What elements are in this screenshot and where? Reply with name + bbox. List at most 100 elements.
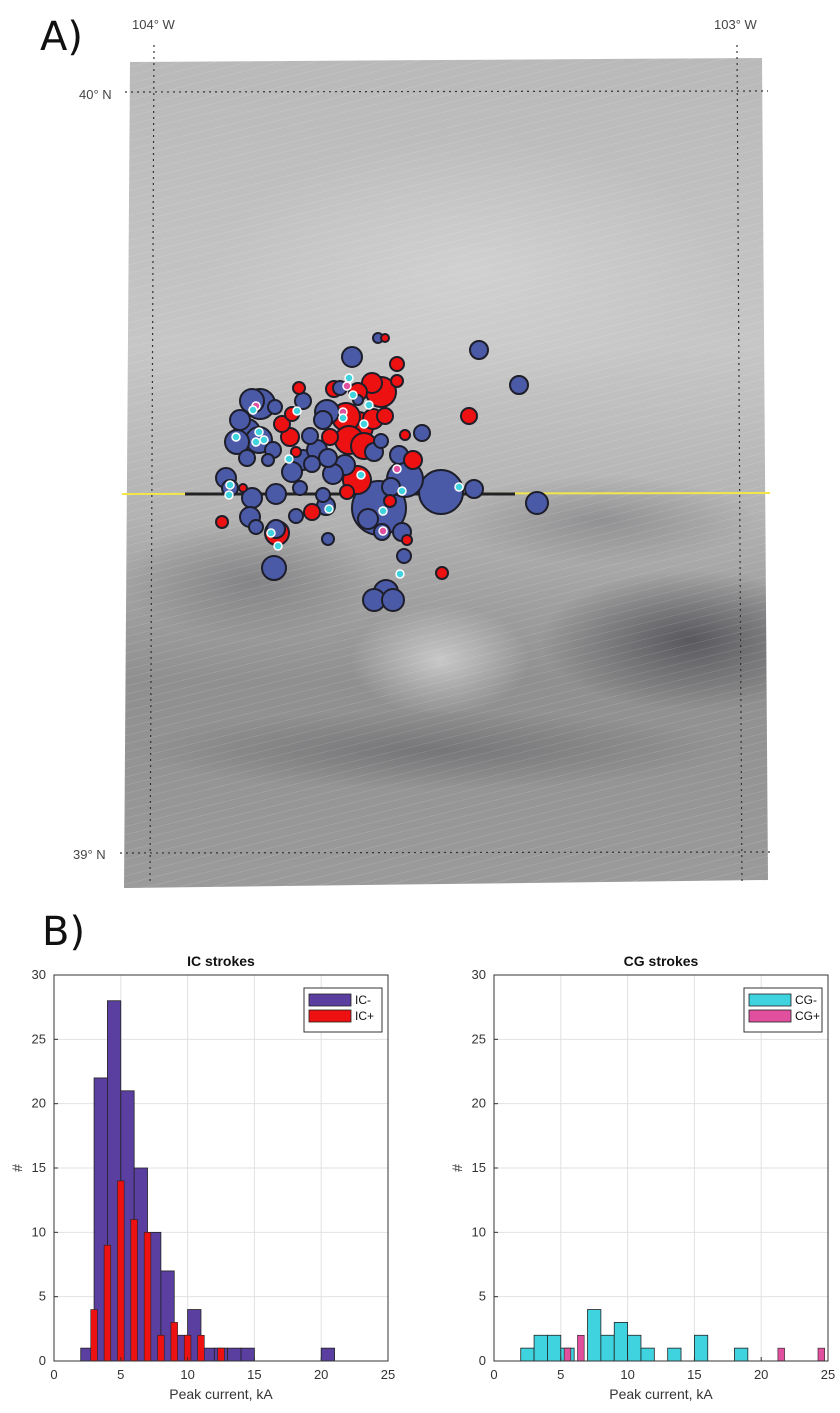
legend-label: IC+ [355,1009,374,1023]
ic-negative-stroke [261,555,287,581]
cg-negative-stroke [338,413,348,423]
ic-negative-stroke [281,461,303,483]
cg-negative-stroke [248,405,258,415]
ic-positive-stroke [399,429,411,441]
cg-negative-stroke [266,528,276,538]
ic-positive-stroke [435,566,449,580]
ic-positive-stroke [292,381,306,395]
cg-neg-bar [694,1334,709,1362]
ic-neg-bar [227,1347,242,1362]
lon-label-103w: 103° W [714,17,758,32]
cg-negative-stroke [231,432,241,442]
cg-positive-stroke [378,526,388,536]
ic-negative-stroke [248,519,264,535]
cg-negative-stroke [251,437,261,447]
ic-negative-stroke [396,548,412,564]
y-tick-label: 20 [32,1096,46,1111]
y-axis-label: # [449,1164,465,1172]
y-tick-label: 25 [472,1031,486,1046]
graticule [119,44,773,886]
cg-negative-stroke [259,435,269,445]
lat-label-40n: 40° N [79,87,112,102]
cg-negative-stroke [225,480,235,490]
ic-pos-bar [217,1347,225,1362]
chart-title: CG strokes [624,953,699,969]
y-axis-label: # [9,1164,25,1172]
x-tick-label: 15 [687,1367,701,1382]
ic-positive-stroke [321,428,339,446]
ic-negative-stroke [373,433,389,449]
ic-pos-bar [90,1309,98,1362]
ic-negative-stroke [418,469,464,515]
x-tick-label: 0 [490,1367,497,1382]
cg-negative-stroke [395,569,405,579]
cg-positive-stroke [392,464,402,474]
ic-histogram: 0 5 10 15 20 25 0 5 10 15 20 25 30 IC strokes Peak cur… [9,953,395,1402]
ic-negative-stroke [341,346,363,368]
ic-negative-stroke [357,508,379,530]
cg-negative-stroke [254,427,264,437]
ic-negative-stroke [261,453,275,467]
ic-negative-stroke [265,483,287,505]
ic-pos-bar [157,1334,165,1362]
ic-positive-stroke [238,483,248,493]
y-tick-label: 10 [32,1224,46,1239]
cg-neg-bar [640,1347,655,1362]
ic-pos-bar [170,1322,178,1362]
cg-pos-bar [817,1347,825,1362]
cg-pos-bar [777,1347,785,1362]
cg-neg-bar [587,1309,602,1362]
x-axis-label: Peak current, kA [609,1386,713,1402]
lightning-strokes [215,332,549,612]
ic-negative-stroke [267,399,283,415]
cg-neg-bar [627,1334,642,1362]
ic-positive-stroke [389,356,405,372]
ic-positive-stroke [383,494,397,508]
cg-neg-bar [613,1322,628,1362]
ic-negative-stroke [381,477,401,497]
cg-neg-bar [547,1334,562,1362]
cg-positive-stroke [342,381,352,391]
x-tick-label: 5 [117,1367,124,1382]
ic-positive-stroke [460,407,478,425]
ic-neg-bar [240,1347,255,1362]
cg-neg-bar [533,1334,548,1362]
x-tick-label: 5 [557,1367,564,1382]
ic-pos-bar [103,1244,112,1362]
cg-neg-bar [734,1347,749,1362]
x-tick-label: 15 [247,1367,261,1382]
legend-label: CG- [795,993,817,1007]
ic-negative-stroke [321,532,335,546]
ic-negative-stroke [413,424,431,442]
y-tick-label: 10 [472,1224,486,1239]
y-tick-label: 15 [472,1160,486,1175]
y-tick-label: 5 [479,1289,486,1304]
ic-pos-bar [130,1219,138,1362]
y-tick-label: 30 [472,967,486,982]
ic-pos-bar [143,1232,152,1362]
lat-label-39n: 39° N [73,847,106,862]
ic-negative-stroke [292,480,308,496]
ic-positive-stroke [215,515,229,529]
cg-neg-bar [520,1347,535,1362]
cg-neg-bar [667,1347,682,1362]
ic-negative-stroke [318,448,338,468]
parallel-40n [124,90,769,93]
meridian-104w [149,44,155,886]
y-tick-label: 0 [39,1353,46,1368]
ic-positive-stroke [339,484,355,500]
ic-negative-stroke [288,508,304,524]
ic-negative-stroke [303,455,321,473]
ic-negative-stroke [238,449,256,467]
cg-negative-stroke [364,400,374,410]
ic-negative-stroke [509,375,529,395]
y-tick-label: 5 [39,1289,46,1304]
x-tick-label: 0 [50,1367,57,1382]
x-tick-label: 25 [381,1367,395,1382]
x-tick-label: 20 [754,1367,768,1382]
legend-swatch [748,1009,792,1023]
ic-negative-stroke [301,427,319,445]
chart-title: IC strokes [187,953,255,969]
ic-positive-stroke [380,333,390,343]
ic-negative-stroke [313,410,333,430]
